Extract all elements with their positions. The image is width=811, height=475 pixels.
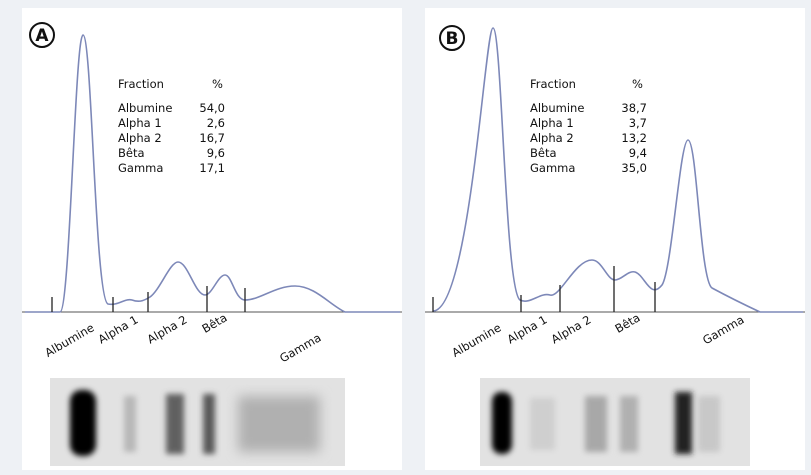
fraction-percent: 38,7	[621, 101, 647, 115]
panel-label: B	[446, 29, 459, 49]
fraction-name: Alpha 1	[118, 116, 162, 130]
fraction-percent: 9,6	[207, 146, 225, 160]
fraction-percent: 16,7	[199, 131, 225, 145]
fraction-name: Alpha 2	[118, 131, 162, 145]
fraction-name: Gamma	[118, 161, 163, 175]
fraction-percent: 17,1	[199, 161, 225, 175]
table-header: %	[632, 77, 643, 91]
fraction-name: Albumine	[118, 101, 172, 115]
fraction-percent: 9,4	[629, 146, 647, 160]
fraction-percent: 3,7	[629, 116, 647, 130]
fraction-name: Bêta	[530, 146, 557, 160]
fraction-name: Alpha 1	[530, 116, 574, 130]
fraction-name: Gamma	[530, 161, 575, 175]
fraction-name: Alpha 2	[530, 131, 574, 145]
table-header: %	[212, 77, 223, 91]
fraction-percent: 13,2	[621, 131, 647, 145]
fraction-percent: 35,0	[621, 161, 647, 175]
table-header: Fraction	[118, 77, 164, 91]
table-header: Fraction	[530, 77, 576, 91]
gel-strip	[480, 378, 750, 466]
fraction-percent: 54,0	[199, 101, 225, 115]
panel-label: A	[35, 26, 49, 46]
fraction-name: Albumine	[530, 101, 584, 115]
fraction-name: Bêta	[118, 146, 145, 160]
fraction-percent: 2,6	[207, 116, 225, 130]
gel-strip	[50, 378, 345, 466]
figure: A Fraction% Albumine 54,0 Alpha 1 2,6 Alpha 2 1…	[0, 0, 811, 475]
